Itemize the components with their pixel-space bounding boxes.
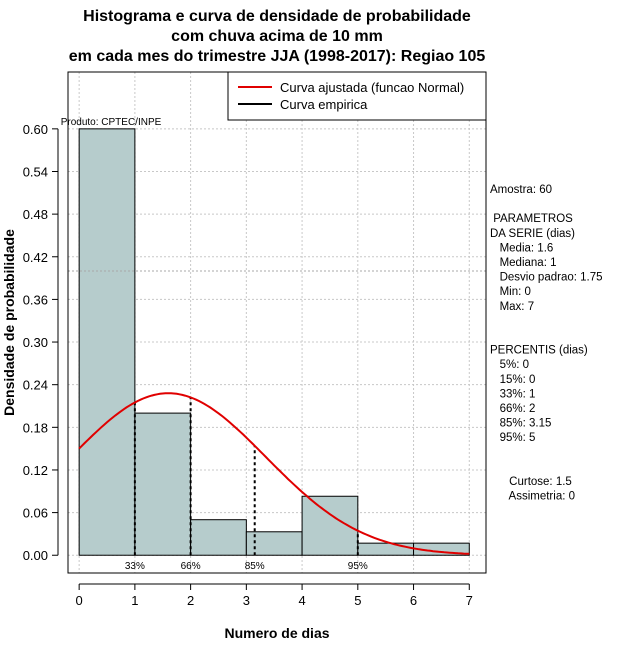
stats-line: 85%: 3.15 [490, 418, 551, 430]
stats-line: Mediana: 1 [490, 257, 556, 269]
y-tick-label: 0.36 [23, 292, 48, 307]
y-tick-label: 0.18 [23, 420, 48, 435]
statistics-panel: Amostra: 60 PARAMETROS DA SERIE (dias) Me… [490, 184, 603, 503]
chart-title-line: com chuva acima de 10 mm [171, 28, 383, 45]
legend-label: Curva ajustada (funcao Normal) [280, 80, 464, 95]
titles: Histograma e curva de densidade de proba… [1, 8, 485, 641]
grid-lines [68, 72, 486, 573]
stats-line: PERCENTIS (dias) [490, 345, 588, 357]
histogram-bar [357, 542, 415, 556]
percentile-label: 33% [125, 561, 145, 572]
normal-curve-layer: Produto: CPTEC/INPE [61, 117, 470, 555]
y-tick-label: 0.60 [23, 122, 48, 137]
histogram-bar [134, 412, 192, 556]
histogram-bar [78, 128, 136, 556]
x-tick-label: 7 [466, 593, 473, 608]
chart-title-line: em cada mes do trimestre JJA (1998-2017)… [69, 48, 486, 65]
y-tick-label: 0.48 [23, 207, 48, 222]
y-tick-label: 0.24 [23, 378, 48, 393]
y-tick-label: 0.42 [23, 250, 48, 265]
stats-line: Curtose: 1.5 [490, 476, 572, 488]
percentile-label: 66% [181, 561, 201, 572]
stats-line: 15%: 0 [490, 374, 535, 386]
y-tick-label: 0.00 [23, 548, 48, 563]
histogram-bars [78, 128, 470, 556]
x-tick-label: 0 [76, 593, 83, 608]
stats-line: Desvio padrao: 1.75 [490, 272, 603, 284]
legend-box [227, 71, 487, 121]
stats-line: Min: 0 [490, 286, 531, 298]
stats-line: PARAMETROS [490, 213, 573, 225]
x-tick-label: 4 [298, 593, 305, 608]
product-label: Produto: CPTEC/INPE [61, 117, 162, 128]
percentile-label: 85% [245, 561, 265, 572]
y-tick-label: 0.06 [23, 506, 48, 521]
x-tick-label: 5 [354, 593, 361, 608]
x-tick-label: 6 [410, 593, 417, 608]
chart-title-line: Histograma e curva de densidade de proba… [83, 8, 471, 25]
x-axis-title: Numero de dias [224, 625, 329, 641]
x-tick-label: 2 [187, 593, 194, 608]
stats-line: DA SERIE (dias) [490, 228, 575, 240]
stats-line: Amostra: 60 [490, 184, 552, 196]
normal-curve [78, 392, 470, 555]
stats-line: Max: 7 [490, 301, 534, 313]
y-axis-title: Densidade de probabilidade [1, 229, 17, 416]
x-tick-label: 1 [131, 593, 138, 608]
stats-line: Media: 1.6 [490, 242, 553, 254]
legend-label: Curva empirica [280, 97, 368, 112]
stats-line: 66%: 2 [490, 403, 535, 415]
axes: 0 1 2 3 4 5 6 7 0.00 0.06 0.12 0.18 0.24 0.30 0.36 0.42… [23, 122, 473, 608]
stats-line: Assimetria: 0 [490, 491, 575, 503]
stats-line: 33%: 1 [490, 388, 535, 400]
stats-line: 95%: 5 [490, 432, 535, 444]
stats-line: 5%: 0 [490, 359, 529, 371]
percentile-label: 95% [348, 561, 368, 572]
legend: Curva ajustada (funcao Normal) Curva empi… [227, 71, 487, 121]
y-tick-label: 0.30 [23, 335, 48, 350]
y-tick-label: 0.12 [23, 463, 48, 478]
histogram-bar [190, 519, 247, 556]
percentile-lines: 33% 66% 85% 95% [125, 397, 368, 572]
y-tick-label: 0.54 [23, 164, 48, 179]
x-tick-label: 3 [243, 593, 250, 608]
